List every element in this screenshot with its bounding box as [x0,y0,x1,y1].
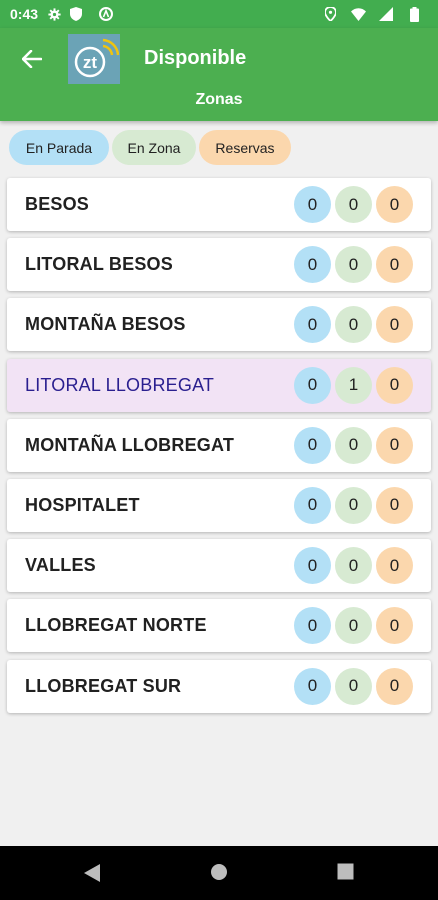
zone-row-selected[interactable]: LITORAL LLOBREGAT 0 1 0 [7,358,431,412]
count-en-parada: 0 [294,186,331,223]
count-en-zona: 0 [335,547,372,585]
zone-counts: 0 0 0 [294,306,413,344]
circle-a-icon [98,6,114,22]
app-logo: zt [68,34,120,84]
zone-name: MONTAÑA BESOS [25,314,186,335]
count-en-zona: 0 [335,667,372,705]
legend: En Parada En Zona Reservas [9,130,291,165]
count-en-parada: 0 [294,426,331,464]
wifi-icon [350,6,366,22]
count-en-zona: 0 [335,486,372,524]
count-en-parada: 0 [294,306,331,344]
zone-row[interactable]: LLOBREGAT NORTE 0 0 0 [7,599,431,653]
count-reservas: 0 [376,607,413,645]
count-en-parada: 0 [294,547,331,585]
home-circle-icon[interactable] [210,863,230,883]
zone-name: LLOBREGAT NORTE [25,615,207,636]
zone-counts: 0 0 0 [294,426,413,464]
count-en-zona: 1 [335,366,372,404]
zone-counts: 0 0 0 [294,607,413,645]
recents-square-icon[interactable] [337,863,357,883]
count-en-zona: 0 [335,186,372,223]
battery-icon [406,6,422,22]
zone-counts: 0 0 0 [294,547,413,585]
system-nav-bar [0,846,438,900]
zone-name: HOSPITALET [25,494,140,515]
count-reservas: 0 [376,246,413,284]
zone-row[interactable]: LLOBREGAT SUR 0 0 0 [7,659,431,713]
zone-counts: 0 0 0 [294,667,413,705]
count-reservas: 0 [376,426,413,464]
app-subtitle: Zonas [195,91,243,108]
app-title: Disponible [144,47,247,69]
count-reservas: 0 [376,486,413,524]
count-en-zona: 0 [335,607,372,645]
count-reservas: 0 [376,547,413,585]
gear-icon [46,6,62,22]
back-arrow-icon[interactable] [14,44,50,74]
count-en-parada: 0 [294,607,331,645]
zone-name: BESOS [25,194,90,214]
count-en-parada: 0 [294,667,331,705]
signal-icon [378,6,394,22]
legend-reservas: Reservas [199,130,291,165]
app-bar: zt Disponible Zonas [0,28,438,121]
zone-row[interactable]: VALLES 0 0 0 [7,539,431,593]
count-reservas: 0 [376,667,413,705]
count-en-parada: 0 [294,366,331,404]
count-en-zona: 0 [335,246,372,284]
zone-name: MONTAÑA LLOBREGAT [25,434,235,455]
status-time: 0:43 [10,6,39,22]
zone-name: LITORAL BESOS [25,254,173,275]
count-en-zona: 0 [335,306,372,344]
legend-en-zona: En Zona [112,130,196,165]
zone-row[interactable]: MONTAÑA BESOS 0 0 0 [7,298,431,352]
zone-name: LITORAL LLOBREGAT [25,374,215,395]
logo-text: zt [83,53,98,72]
zone-counts: 0 0 0 [294,486,413,524]
status-bar: 0:43 [0,0,438,28]
zone-name: VALLES [25,555,96,576]
zone-row[interactable]: HOSPITALET 0 0 0 [7,478,431,532]
zone-name: LLOBREGAT SUR [25,675,182,696]
shield-icon [68,6,84,22]
zone-counts: 0 0 0 [294,186,413,223]
zone-counts: 0 1 0 [294,366,413,404]
zone-row[interactable]: BESOS 0 0 0 [7,178,431,231]
legend-en-parada: En Parada [9,130,109,165]
count-reservas: 0 [376,306,413,344]
zone-row[interactable]: LITORAL BESOS 0 0 0 [7,238,431,292]
zone-list: BESOS 0 0 0 LITORAL BESOS 0 0 0 MONTAÑA … [7,178,431,720]
count-en-parada: 0 [294,246,331,284]
count-en-parada: 0 [294,486,331,524]
count-en-zona: 0 [335,426,372,464]
count-reservas: 0 [376,366,413,404]
zone-counts: 0 0 0 [294,246,413,284]
back-triangle-icon[interactable] [83,863,103,883]
count-reservas: 0 [376,186,413,223]
zone-row[interactable]: MONTAÑA LLOBREGAT 0 0 0 [7,418,431,472]
location-icon [322,6,338,22]
